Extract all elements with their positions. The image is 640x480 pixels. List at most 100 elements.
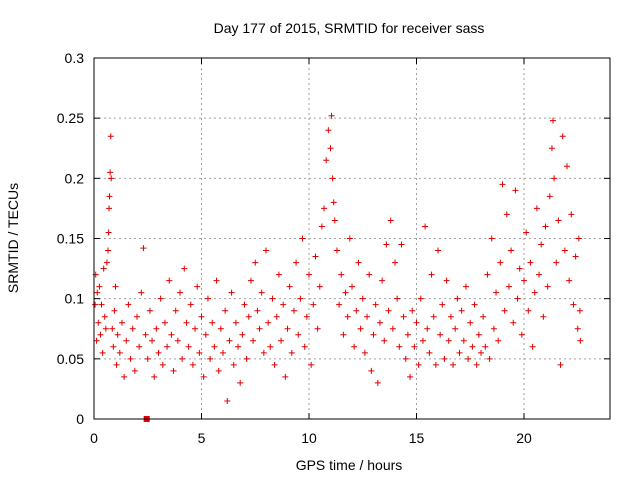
data-point <box>306 271 312 278</box>
data-point <box>187 301 194 308</box>
x-tick-label: 20 <box>516 430 532 446</box>
data-point <box>325 127 332 134</box>
data-point <box>572 253 579 260</box>
data-point <box>342 289 349 296</box>
data-point <box>303 313 310 320</box>
data-point <box>323 157 330 164</box>
data-point <box>106 205 113 212</box>
data-point <box>523 229 530 236</box>
data-point <box>138 289 145 296</box>
data-point <box>140 245 147 252</box>
data-point <box>263 247 269 254</box>
data-point <box>538 241 545 248</box>
data-point <box>98 301 105 308</box>
data-point <box>353 307 360 314</box>
data-point <box>254 307 261 314</box>
data-point <box>185 343 192 350</box>
data-point <box>460 337 467 344</box>
y-tick-label: 0.1 <box>65 291 85 307</box>
data-point <box>469 343 476 350</box>
data-point <box>235 343 242 350</box>
data-point <box>374 379 381 386</box>
data-point <box>142 331 149 338</box>
data-point <box>146 307 153 314</box>
data-point <box>295 331 302 338</box>
data-point <box>409 307 416 314</box>
data-point <box>245 313 252 320</box>
chart-title: Day 177 of 2015, SRMTID for receiver sas… <box>214 20 485 36</box>
data-point <box>136 343 143 350</box>
data-point <box>577 337 584 344</box>
data-point <box>155 349 162 356</box>
x-tick-label: 5 <box>198 430 206 446</box>
data-point <box>385 307 392 314</box>
data-point <box>209 319 216 326</box>
data-point <box>174 337 181 344</box>
data-point <box>288 349 295 356</box>
data-point <box>379 277 386 284</box>
data-point <box>144 355 151 362</box>
data-point <box>97 331 104 338</box>
data-point <box>447 313 454 320</box>
data-point <box>437 331 444 338</box>
data-point <box>96 283 103 290</box>
data-point <box>164 343 171 350</box>
data-point <box>574 325 581 332</box>
data-point <box>344 313 351 320</box>
data-point <box>105 229 112 236</box>
data-point <box>237 379 244 386</box>
data-point <box>396 343 403 350</box>
data-point <box>439 301 446 308</box>
data-point <box>540 313 547 320</box>
data-point <box>544 283 551 290</box>
data-point <box>467 319 474 326</box>
data-point <box>241 301 248 308</box>
data-point <box>230 361 237 368</box>
data-point <box>497 259 504 266</box>
data-point <box>407 373 414 380</box>
data-point <box>112 283 119 290</box>
data-point <box>278 337 285 344</box>
data-point <box>462 283 469 290</box>
data-point <box>381 337 388 344</box>
data-point <box>330 199 337 206</box>
data-point <box>114 331 121 338</box>
data-point <box>533 205 540 212</box>
data-point <box>536 271 543 278</box>
data-point <box>204 295 211 302</box>
y-tick-label: 0 <box>76 411 84 427</box>
data-point <box>107 169 114 176</box>
data-point <box>113 361 120 368</box>
data-point <box>111 307 118 314</box>
x-tick-label: 0 <box>90 430 98 446</box>
data-point <box>435 247 441 254</box>
data-point <box>275 271 282 278</box>
data-point <box>486 355 493 362</box>
data-point <box>200 373 207 380</box>
data-point <box>207 355 214 362</box>
data-point <box>101 313 108 320</box>
data-point <box>514 295 521 302</box>
y-tick-label: 0.05 <box>57 351 84 367</box>
data-point <box>484 271 491 278</box>
data-point <box>273 313 280 320</box>
data-point <box>258 289 265 296</box>
data-point <box>243 355 250 362</box>
data-point <box>94 289 101 296</box>
data-point <box>553 259 560 266</box>
data-point <box>131 367 138 374</box>
data-point <box>404 331 411 338</box>
data-point <box>301 343 308 350</box>
data-point <box>490 325 497 332</box>
data-point <box>387 217 394 224</box>
data-point <box>260 349 267 356</box>
data-point <box>357 325 364 332</box>
data-point <box>527 259 534 266</box>
data-point <box>215 367 222 374</box>
data-point <box>280 301 287 308</box>
data-point <box>297 295 304 302</box>
data-point <box>454 295 461 302</box>
data-point <box>333 247 340 254</box>
data-point <box>183 319 190 326</box>
